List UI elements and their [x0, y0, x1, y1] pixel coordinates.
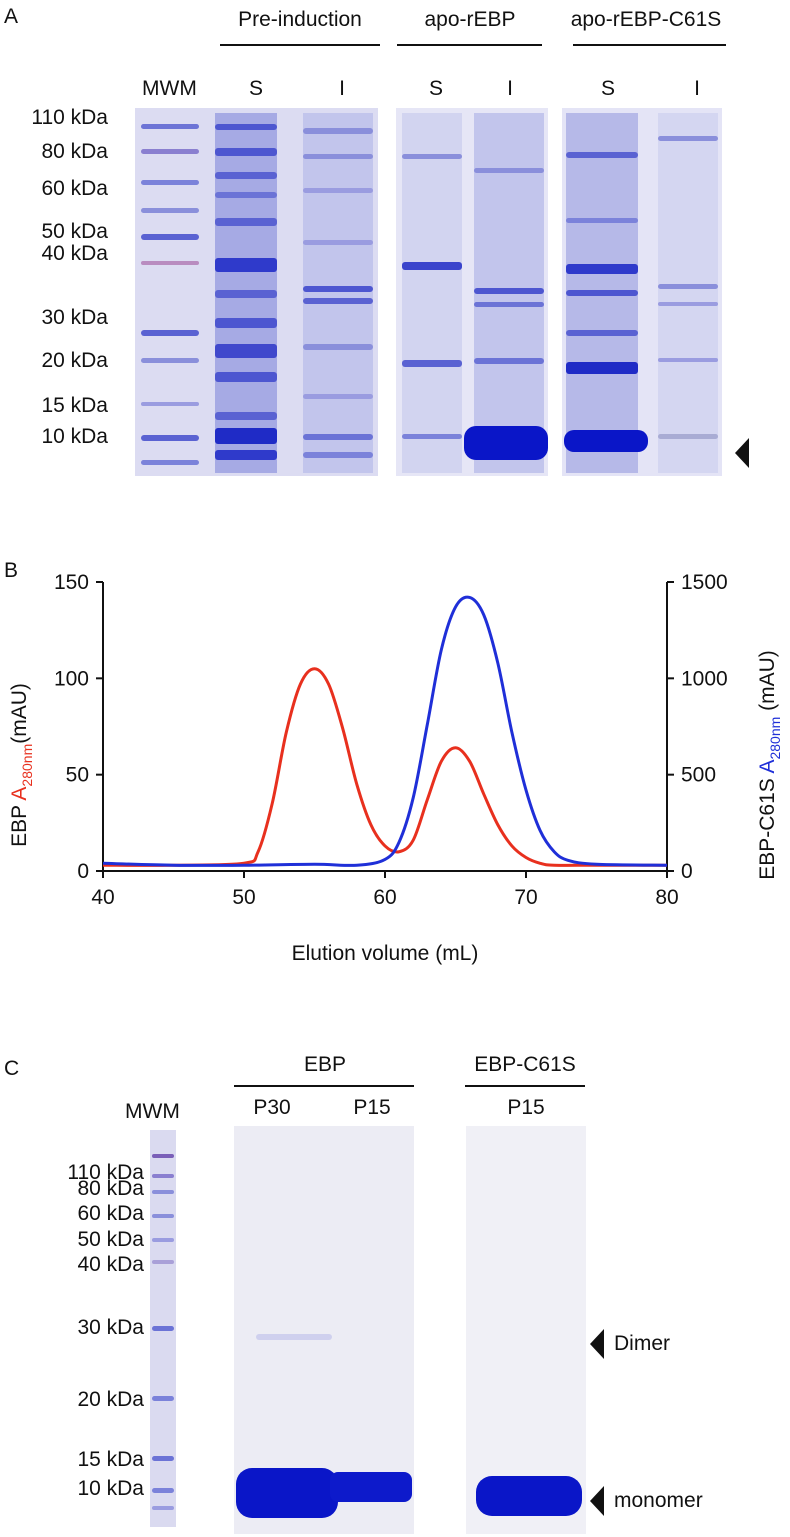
- lane-label-c-p15-ebp: P15: [353, 1096, 391, 1119]
- mw-label-c-10: 10 kDa: [77, 1477, 144, 1500]
- lane-label-a-3: S: [428, 77, 443, 100]
- x-tick-label: 60: [373, 886, 396, 909]
- x-tick-label: 40: [91, 886, 114, 909]
- mw-label-a-60: 60 kDa: [41, 177, 108, 200]
- panel-b-label: B: [4, 559, 19, 582]
- gel-c-ebp: [234, 1126, 414, 1534]
- mw-label-a-40: 40 kDa: [41, 242, 108, 265]
- band-arrow-a-icon: [735, 438, 749, 468]
- x-tick-label: 70: [514, 886, 537, 909]
- group-label-ebp-c61s: EBP-C61S: [474, 1053, 576, 1076]
- mw-label-a-20: 20 kDa: [41, 349, 108, 372]
- mw-label-c-80: 80 kDa: [77, 1177, 144, 1200]
- group-bracket-ebp: [234, 1085, 414, 1087]
- mw-label-c-40: 40 kDa: [77, 1253, 144, 1276]
- gel-a-apo-rebp-c61s: [562, 108, 722, 476]
- mw-label-a-15: 15 kDa: [41, 394, 108, 417]
- y-tick-label-right: 500: [681, 764, 716, 787]
- lane-label-a-1: S: [248, 77, 263, 100]
- y-tick-label-right: 1500: [681, 571, 728, 594]
- lane-label-a-2: I: [339, 77, 345, 100]
- series-line-1: [102, 667, 667, 867]
- chart-lines: [102, 595, 668, 867]
- mw-label-c-50: 50 kDa: [77, 1228, 144, 1251]
- y-axis-label-right: EBP-C61S A280nm (mAU): [756, 650, 783, 880]
- x-axis-label: Elution volume (mL): [292, 942, 479, 965]
- gel-a-apo-rebp: [396, 108, 548, 476]
- mw-label-c-60: 60 kDa: [77, 1202, 144, 1225]
- gel-c-ebp-c61s: [466, 1126, 586, 1534]
- series-line-2: [102, 595, 668, 867]
- lane-label-a-6: I: [694, 77, 700, 100]
- x-tick-label: 80: [655, 886, 678, 909]
- mw-label-c-20: 20 kDa: [77, 1388, 144, 1411]
- mw-label-c-110: 110 kDa: [67, 1161, 144, 1184]
- y-tick-label-left: 50: [66, 764, 89, 787]
- monomer-label: monomer: [614, 1489, 703, 1512]
- y-tick-label-left: 150: [54, 571, 89, 594]
- mw-label-c-30: 30 kDa: [77, 1316, 144, 1339]
- gel-a-pre-induction: [135, 108, 378, 476]
- lane-label-c-p15-c61s: P15: [507, 1096, 545, 1119]
- group-bracket-ebp-c61s: [465, 1085, 585, 1087]
- peak-annotation-2: P15 kDa: [422, 560, 503, 565]
- lane-label-a-5: S: [600, 77, 615, 100]
- gel-c-mwm: [150, 1130, 176, 1527]
- mw-label-a-110: 110 kDa: [31, 106, 108, 129]
- lane-label-a-4: I: [507, 77, 513, 100]
- y-tick-label-left: 100: [54, 667, 89, 690]
- group-bracket-apo-rebp-c61s: [573, 44, 726, 46]
- mw-label-a-30: 30 kDa: [41, 306, 108, 329]
- lane-label-c-p30: P30: [253, 1096, 291, 1119]
- monomer-arrow-icon: [590, 1486, 604, 1516]
- peak-annotation-1: P30 kDa: [274, 560, 355, 565]
- group-label-apo-rebp-c61s: apo-rEBP-C61S: [570, 8, 722, 31]
- panel-a-label: A: [4, 5, 19, 28]
- panel-c-label: C: [4, 1057, 20, 1080]
- y-axis-label-left: EBP A280nm(mAU): [8, 683, 35, 847]
- group-bracket-apo-rebp: [397, 44, 542, 46]
- chart-annotations: P30 kDa P15 kDa: [274, 560, 503, 565]
- y-tick-label-left: 0: [77, 860, 89, 883]
- y-tick-label-right: 0: [681, 860, 693, 883]
- group-label-apo-rebp: apo-rEBP: [424, 8, 516, 31]
- y-tick-label-right: 1000: [681, 667, 728, 690]
- group-bracket-pre-induction: [220, 44, 380, 46]
- mwm-label-c: MWM: [125, 1100, 180, 1123]
- mw-label-a-10: 10 kDa: [41, 425, 108, 448]
- mw-label-a-80: 80 kDa: [41, 140, 108, 163]
- dimer-arrow-icon: [590, 1329, 604, 1359]
- mwm-label-a: MWM: [142, 77, 197, 100]
- group-label-ebp: EBP: [303, 1053, 347, 1076]
- dimer-label: Dimer: [614, 1332, 670, 1355]
- mw-label-a-50: 50 kDa: [41, 220, 108, 243]
- group-label-pre-induction: Pre-induction: [238, 8, 362, 31]
- x-tick-label: 50: [232, 886, 255, 909]
- mw-label-c-15: 15 kDa: [77, 1448, 144, 1471]
